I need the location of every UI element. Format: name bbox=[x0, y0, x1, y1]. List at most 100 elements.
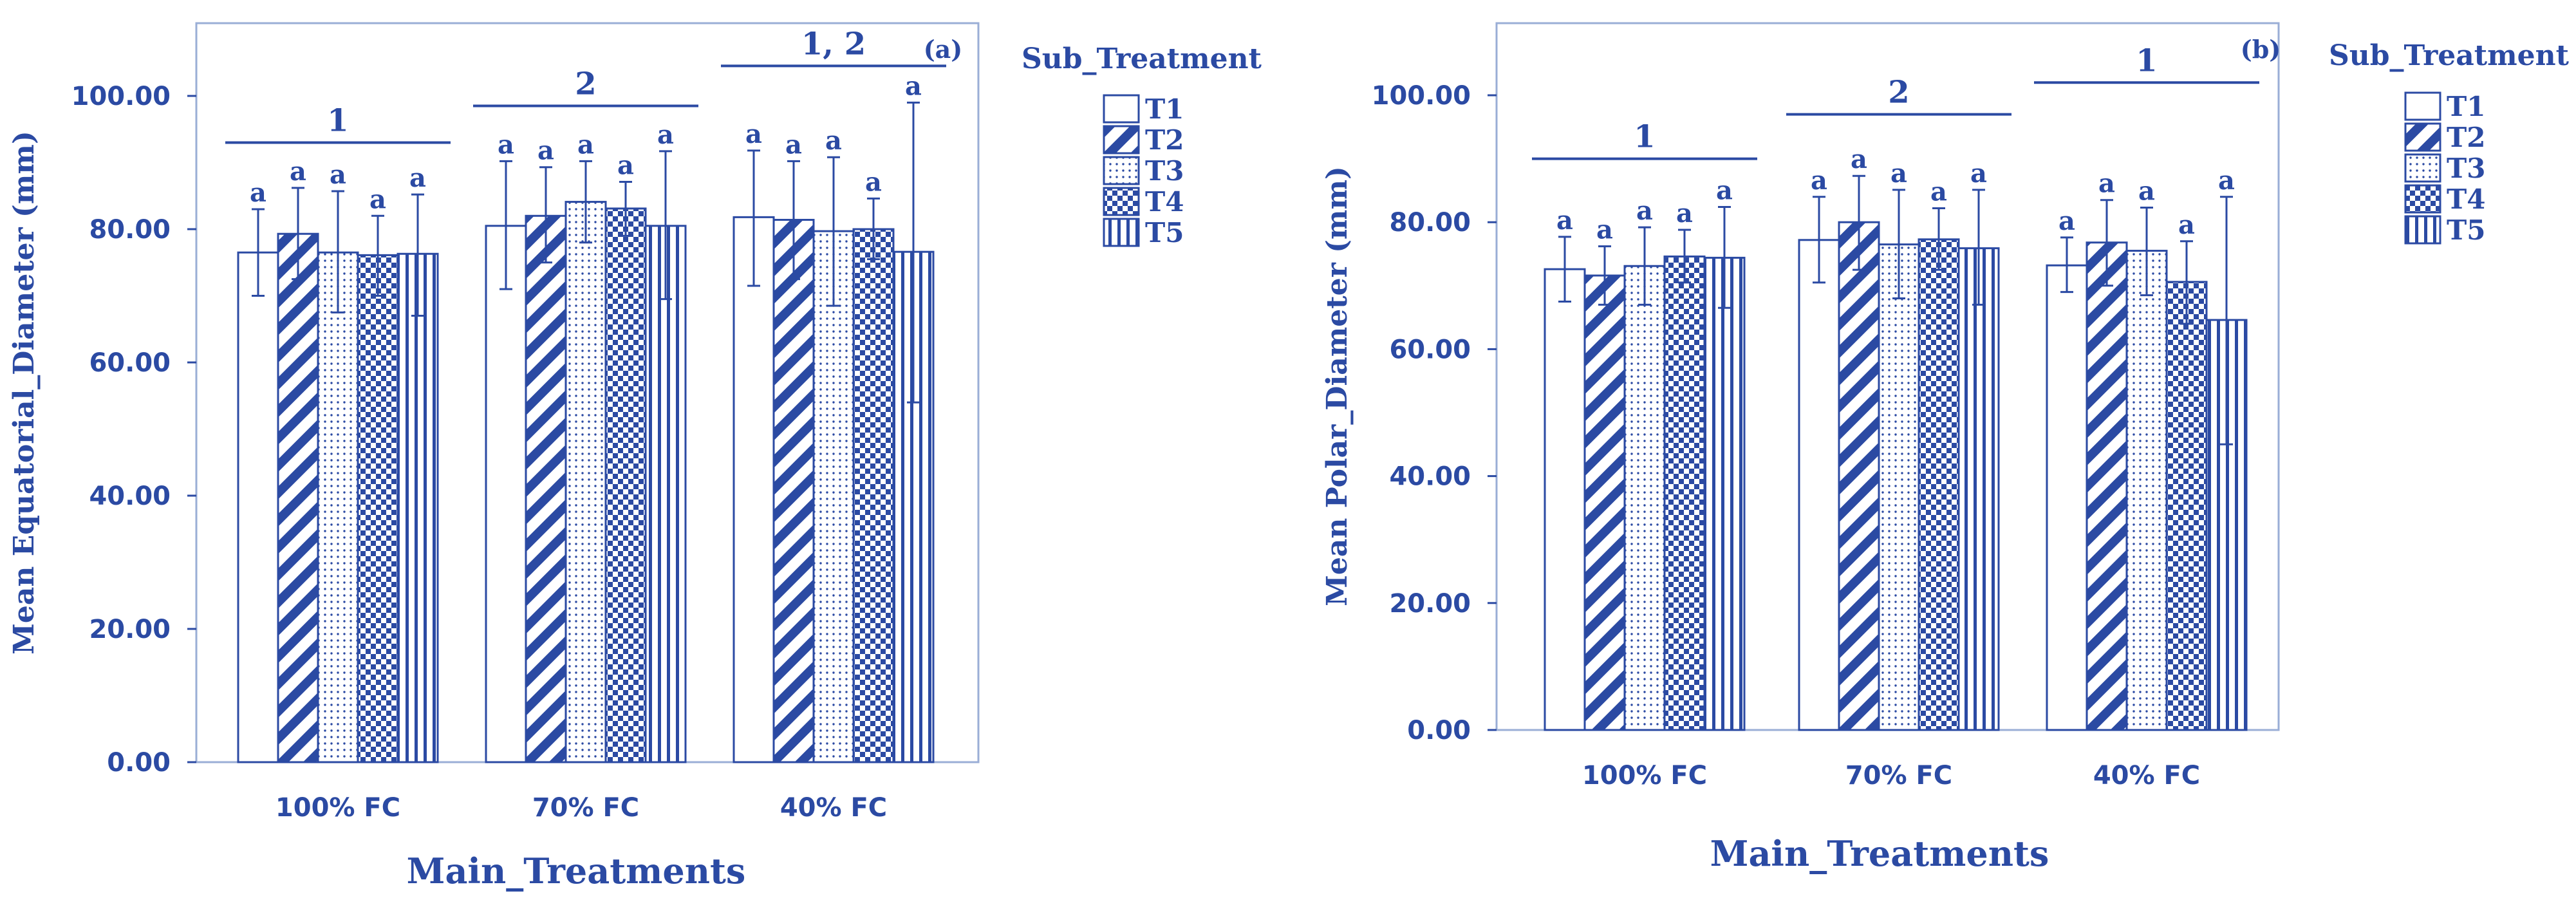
legend-label: T3 bbox=[2447, 153, 2485, 184]
group-annotation-label: 1 bbox=[2136, 42, 2157, 79]
legend-label: T2 bbox=[2447, 122, 2485, 153]
y-tick-label: 80.00 bbox=[89, 215, 171, 245]
significance-letter: a bbox=[2218, 165, 2235, 196]
legend-label: T1 bbox=[2447, 91, 2485, 122]
y-tick-label: 60.00 bbox=[89, 348, 171, 378]
legend-label: T3 bbox=[1145, 155, 1184, 187]
significance-letter: a bbox=[1890, 158, 1907, 189]
legend-swatch bbox=[2404, 122, 2441, 152]
legend-swatch bbox=[1103, 156, 1140, 185]
significance-letter: a bbox=[1676, 198, 1693, 229]
legend-item-t2: T2 bbox=[1103, 124, 1184, 156]
x-tick-label: 70% FC bbox=[1845, 761, 1952, 790]
bar-t4 bbox=[852, 228, 895, 763]
y-tick-label: 20.00 bbox=[1389, 589, 1471, 619]
legend-item-t4: T4 bbox=[1103, 186, 1184, 218]
legend-swatch bbox=[2404, 215, 2441, 245]
bar-t4 bbox=[1663, 255, 1706, 731]
significance-letter: a bbox=[409, 163, 426, 193]
significance-letter: a bbox=[250, 178, 266, 208]
legend-item-t5: T5 bbox=[1103, 217, 1184, 248]
legend-item-t1: T1 bbox=[1103, 93, 1184, 125]
chart-panel-b: Mean Polar_Diameter (mm) Main_Treatments… bbox=[1321, 22, 2281, 874]
legend-item-t3: T3 bbox=[2404, 153, 2485, 184]
y-axis-label: Mean Polar_Diameter (mm) bbox=[1321, 166, 1354, 606]
bar-t5 bbox=[397, 252, 439, 763]
legend-item-t3: T3 bbox=[1103, 155, 1184, 187]
bar-t3 bbox=[812, 230, 855, 763]
significance-letter: a bbox=[1636, 196, 1653, 226]
significance-letter: a bbox=[825, 126, 842, 156]
significance-letter: a bbox=[865, 167, 882, 197]
panel-label: (b) bbox=[2241, 35, 2281, 64]
y-tick-label: 0.00 bbox=[1407, 716, 1471, 745]
significance-letter: a bbox=[1851, 144, 1867, 174]
bar-t1 bbox=[1798, 239, 1840, 731]
significance-letter: a bbox=[330, 160, 346, 190]
bar-t3 bbox=[1623, 265, 1666, 731]
significance-letter: a bbox=[577, 129, 594, 160]
x-axis-label: Main_Treatments bbox=[1710, 833, 2049, 874]
legend-item-t1: T1 bbox=[2404, 91, 2485, 122]
significance-letter: a bbox=[1930, 177, 1947, 207]
significance-letter: a bbox=[745, 119, 762, 149]
bar-t1 bbox=[733, 216, 775, 763]
group-annotation-label: 1 bbox=[1634, 119, 1655, 155]
legend-label: T4 bbox=[1145, 186, 1184, 218]
y-axis-label: Mean Equatorial_Diameter (mm) bbox=[8, 131, 41, 655]
group-annotation-label: 2 bbox=[575, 66, 596, 102]
bar-t1 bbox=[237, 251, 279, 763]
x-axis-label: Main_Treatments bbox=[407, 850, 746, 892]
legend-label: T2 bbox=[1145, 124, 1184, 156]
bar-t1 bbox=[2046, 264, 2088, 731]
significance-letter: a bbox=[290, 156, 306, 187]
legend-item-t4: T4 bbox=[2404, 183, 2485, 215]
legend-swatch bbox=[2404, 184, 2441, 214]
bar-t2 bbox=[772, 219, 815, 763]
significance-letter: a bbox=[2058, 206, 2075, 236]
legend-label: T5 bbox=[1145, 217, 1184, 248]
group-annotation-label: 1 bbox=[327, 102, 348, 138]
legend-item-t5: T5 bbox=[2404, 214, 2485, 246]
y-tick-label: 40.00 bbox=[1389, 462, 1471, 492]
legend-swatch bbox=[2404, 91, 2441, 121]
bar-t3 bbox=[2125, 250, 2168, 731]
x-tick-label: 100% FC bbox=[275, 793, 400, 823]
significance-letter: a bbox=[905, 71, 922, 101]
bar-t4 bbox=[2165, 281, 2208, 731]
significance-letter: a bbox=[369, 184, 386, 214]
bar-t5 bbox=[1957, 247, 2000, 731]
y-tick-label: 0.00 bbox=[107, 748, 171, 778]
legend-label: T4 bbox=[2447, 183, 2485, 215]
bar-t4 bbox=[604, 207, 647, 763]
legend-title: Sub_Treatment bbox=[2329, 39, 2570, 72]
significance-letter: a bbox=[1811, 165, 1827, 196]
bar-t1 bbox=[1544, 268, 1586, 731]
significance-letter: a bbox=[1556, 205, 1573, 236]
y-tick-label: 100.00 bbox=[71, 82, 171, 111]
significance-letter: a bbox=[2178, 210, 2195, 240]
legend-item-t2: T2 bbox=[2404, 122, 2485, 153]
x-tick-label: 40% FC bbox=[780, 793, 887, 823]
bar-t4 bbox=[1918, 238, 1960, 731]
y-tick-label: 100.00 bbox=[1372, 81, 1471, 111]
legend-label: T5 bbox=[2447, 214, 2485, 246]
bar-t5 bbox=[1703, 256, 1746, 731]
group-annotation-label: 2 bbox=[1888, 75, 1909, 111]
x-tick-label: 70% FC bbox=[532, 793, 639, 823]
y-tick-label: 20.00 bbox=[89, 615, 171, 644]
bar-t3 bbox=[1878, 243, 1920, 731]
group-annotation-label: 1, 2 bbox=[801, 26, 866, 62]
bar-t3 bbox=[317, 251, 359, 763]
significance-letter: a bbox=[2138, 176, 2155, 207]
y-tick-label: 60.00 bbox=[1389, 335, 1471, 364]
significance-letter: a bbox=[1716, 176, 1733, 206]
bar-t2 bbox=[277, 232, 319, 763]
legend-swatch bbox=[1103, 218, 1140, 247]
chart-panel-a: Mean Equatorial_Diameter (mm) Main_Treat… bbox=[8, 22, 980, 892]
legend-swatch bbox=[1103, 125, 1140, 154]
significance-letter: a bbox=[617, 151, 634, 181]
